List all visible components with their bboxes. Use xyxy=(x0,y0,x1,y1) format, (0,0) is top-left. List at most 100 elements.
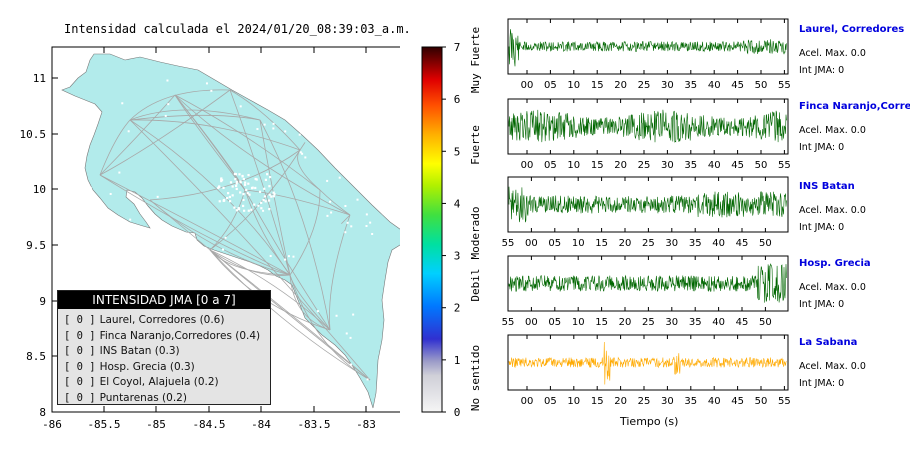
station-marker xyxy=(254,186,257,190)
station-marker xyxy=(326,214,329,217)
road-line xyxy=(289,274,371,381)
station-marker xyxy=(316,310,319,313)
road-line xyxy=(244,189,291,276)
road-line xyxy=(209,189,246,251)
station-marker xyxy=(272,191,275,194)
x-tick-label: -85.5 xyxy=(87,418,120,431)
station-marker xyxy=(349,336,352,339)
station-marker xyxy=(266,277,269,280)
station-marker xyxy=(156,195,159,198)
station-marker xyxy=(270,195,273,198)
station-marker xyxy=(234,178,237,181)
station-marker xyxy=(226,196,229,200)
time-tick-label: 45 xyxy=(731,160,744,171)
road-line xyxy=(299,142,306,151)
time-tick-label: 00 xyxy=(525,317,538,328)
station-name: INS Batan xyxy=(799,181,855,192)
legend-item-text: Finca Naranjo,Corredores (0.4) xyxy=(99,329,261,342)
legend-item-code: [ 0 ] xyxy=(64,376,96,388)
station-marker xyxy=(242,193,245,196)
colorbar-tick-label: 2 xyxy=(454,302,461,315)
intensity-legend: INTENSIDAD JMA [0 a 7] [ 0 ] Laurel, Corr… xyxy=(57,290,271,405)
station-marker xyxy=(260,201,263,204)
station-name: Hosp. Grecia xyxy=(799,258,871,269)
station-marker xyxy=(244,181,247,184)
station-name: La Sabana xyxy=(799,337,858,348)
station-marker xyxy=(326,179,329,182)
station-marker xyxy=(167,103,170,106)
station-marker xyxy=(216,77,219,80)
station-marker xyxy=(127,130,130,133)
time-tick-label: 00 xyxy=(521,396,534,407)
station-marker xyxy=(75,155,78,158)
station-marker xyxy=(239,181,242,184)
legend-item: [ 0 ] Finca Naranjo,Corredores (0.4) xyxy=(58,329,270,345)
station-marker xyxy=(263,195,267,198)
station-marker xyxy=(241,175,244,178)
time-tick-label: 30 xyxy=(661,160,674,171)
station-marker xyxy=(292,255,295,258)
station-marker xyxy=(205,82,208,85)
intensity-colorbar: 7 6 5 4 3 2 1 0 Muy Fuerte Fuerte Moderado Debil No… xyxy=(421,27,482,419)
road-line xyxy=(209,249,371,381)
road-line xyxy=(129,119,371,381)
station-max-accel: Acel. Max. 0.0 xyxy=(799,205,866,216)
station-marker xyxy=(247,182,250,185)
waveform-panels: 00 05 10 15 20 25 30 35 40 45 50 55 00 05 10 15 20 25 30 35… xyxy=(502,18,791,407)
legend-item-code: [ 0 ] xyxy=(64,360,96,373)
road-line xyxy=(129,89,231,121)
station-marker xyxy=(350,225,353,228)
y-tick-label: 8 xyxy=(39,406,46,419)
time-tick-label: 40 xyxy=(708,160,721,171)
station-marker xyxy=(299,151,302,154)
colorbar-category-label: Debil xyxy=(469,268,482,301)
time-tick-label: 35 xyxy=(689,238,702,249)
station-marker xyxy=(251,186,254,189)
road-line xyxy=(319,189,351,216)
station-marker xyxy=(262,209,265,212)
station-name: Finca Naranjo,Corredores xyxy=(799,101,910,112)
station-marker xyxy=(338,176,341,179)
time-tick-label: 10 xyxy=(567,160,580,171)
waveform-trace xyxy=(508,109,787,143)
road-line xyxy=(229,89,301,151)
legend-item: [ 0 ] Laurel, Corredores (0.6) xyxy=(58,313,270,329)
station-max-accel: Acel. Max. 0.0 xyxy=(799,282,866,293)
station-marker xyxy=(231,194,234,197)
road-line xyxy=(341,214,351,224)
station-marker xyxy=(235,209,239,212)
station-marker xyxy=(267,199,271,202)
station-marker xyxy=(257,204,260,207)
legend-item-text: Laurel, Corredores (0.6) xyxy=(99,314,225,326)
station-marker xyxy=(247,209,250,212)
colorbar-tick-label: 0 xyxy=(454,406,461,419)
y-tick-label: 10 xyxy=(33,183,46,196)
colorbar-category-label: No sentido xyxy=(469,345,482,411)
time-tick-label: 20 xyxy=(614,80,627,91)
station-marker xyxy=(272,127,275,130)
station-marker xyxy=(89,186,92,189)
station-marker xyxy=(269,255,272,258)
legend-item: [ 0 ] Hosp. Grecia (0.3) xyxy=(58,360,270,376)
road-line xyxy=(229,89,236,94)
time-tick-label: 15 xyxy=(591,80,604,91)
time-tick-label: 10 xyxy=(567,396,580,407)
time-tick-label: 10 xyxy=(572,238,585,249)
map-x-axis: -86 -85.5 -85 -84.5 -84 -83.5 -83 xyxy=(42,47,376,431)
station-marker xyxy=(298,133,301,136)
colorbar-tick-label: 6 xyxy=(454,93,461,106)
road-line xyxy=(129,114,261,121)
station-marker xyxy=(346,221,349,224)
time-tick-label: 50 xyxy=(759,317,772,328)
station-marker xyxy=(262,198,265,202)
station-marker xyxy=(228,195,231,199)
waveform-panel: 55 00 05 10 15 20 25 30 35 40 45 50 xyxy=(502,255,789,328)
time-tick-label: 00 xyxy=(525,238,538,249)
time-tick-label: 55 xyxy=(502,317,515,328)
time-tick-label: 05 xyxy=(548,238,561,249)
station-marker xyxy=(242,198,245,201)
station-marker xyxy=(210,89,213,92)
station-jma-intensity: Int JMA: 0 xyxy=(799,142,845,153)
station-max-accel: Acel. Max. 0.0 xyxy=(799,125,866,136)
waveform-trace xyxy=(508,263,787,303)
